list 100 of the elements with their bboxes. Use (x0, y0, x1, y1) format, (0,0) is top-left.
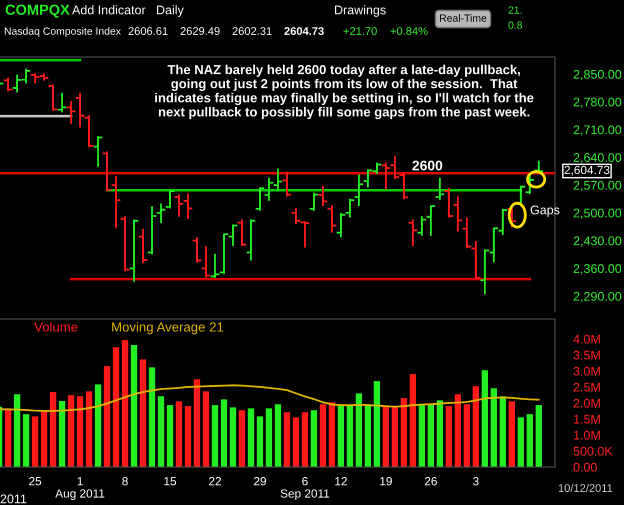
candlestick (238, 219, 246, 246)
bar (112, 347, 120, 467)
candlestick (76, 92, 84, 128)
x-tick-label: 25 (29, 477, 42, 486)
bar (166, 405, 174, 467)
text: +21.70 (344, 27, 377, 35)
candlestick (256, 186, 264, 211)
x-tick-label: 15 (164, 477, 176, 486)
candlestick (120, 216, 130, 272)
bar (220, 399, 228, 467)
candlestick (264, 177, 274, 202)
bar (490, 388, 497, 467)
bar (410, 374, 416, 467)
ref-line-label: 2600 (412, 160, 442, 170)
x-tick-label: 8 (122, 477, 128, 486)
bar (266, 408, 272, 467)
y-tick-label: 2,360.00 (574, 264, 622, 275)
candlestick (156, 203, 166, 224)
bar (4, 408, 12, 467)
x-tick-label: 26 (424, 477, 437, 486)
bar (482, 370, 488, 467)
candlestick (282, 172, 292, 197)
bar (454, 394, 461, 467)
bar (518, 417, 524, 467)
bar (374, 381, 380, 467)
bar (176, 401, 182, 467)
bar (428, 404, 434, 467)
bar (256, 416, 264, 467)
bar (508, 401, 515, 467)
chart-title: COMPQX (6, 4, 70, 18)
candlestick (228, 224, 238, 246)
candlestick (426, 205, 436, 236)
y-tick-label: 4.0M (573, 334, 600, 344)
bar (86, 391, 92, 467)
candlestick (436, 177, 444, 200)
x-tick-label: 1 Aug 2011 (55, 477, 104, 500)
y-tick-label: 3.5M (574, 350, 600, 360)
candlestick (454, 196, 462, 232)
bar (284, 412, 290, 467)
candlestick (66, 100, 76, 124)
candlestick (174, 194, 184, 217)
bar (274, 404, 282, 467)
bar (320, 404, 326, 467)
candlestick (390, 156, 400, 180)
bar (14, 394, 20, 467)
bar (328, 402, 336, 467)
candlestick (4, 78, 12, 92)
bar (94, 384, 102, 467)
candlestick (184, 193, 192, 220)
bar (346, 405, 354, 467)
bar (158, 396, 164, 467)
bar (50, 392, 56, 467)
bar (230, 407, 236, 467)
bar (536, 405, 542, 467)
bar (364, 404, 372, 467)
candlestick (318, 185, 328, 206)
text: Volume (34, 322, 78, 332)
bar (400, 398, 408, 467)
bar (464, 404, 470, 467)
y-tick-label: 3.0M (574, 366, 600, 376)
candlestick (444, 188, 454, 218)
candlestick (336, 212, 346, 238)
y-tick-label: 1.5M (574, 414, 600, 424)
candlestick (246, 219, 256, 261)
bar (526, 414, 533, 467)
bar (122, 340, 128, 467)
candlestick (346, 198, 354, 218)
candlestick (138, 228, 148, 264)
candlestick (130, 219, 138, 282)
candlestick (354, 174, 364, 206)
bar (202, 391, 210, 467)
y-tick-label: 2,430.00 (574, 236, 622, 247)
candlestick (382, 162, 390, 190)
bar (104, 366, 110, 467)
candlestick (408, 219, 418, 246)
candlestick (48, 84, 58, 112)
y-tick-label: 2,780.00 (574, 98, 622, 108)
bar (140, 359, 146, 467)
x-tick-label: 12 (335, 477, 347, 486)
bar (58, 401, 66, 467)
annotation: The NAZ barely held 2600 today after a late-day pullback, going out just 2 points from its low of the session. That indicates fatigue may finally be setting in, so I'll watch for the next pullback to possibly fill some gaps from the past week. (155, 64, 534, 120)
bar (356, 393, 362, 467)
candlestick (508, 206, 516, 228)
line-series (0, 384, 540, 412)
bar (76, 396, 84, 467)
y-tick-label: 2,710.00 (574, 125, 622, 136)
x-tick-label: 29 (254, 477, 266, 486)
x-tick-label: 3 (473, 477, 479, 486)
bar (194, 379, 200, 467)
text: 0.8 (508, 21, 522, 29)
candlestick (192, 236, 202, 263)
candlestick (210, 254, 220, 278)
candlestick (148, 206, 156, 255)
candlestick (112, 176, 120, 228)
y-tick-label: 2,500.00 (574, 208, 622, 219)
candlestick (102, 151, 112, 192)
bar (40, 412, 48, 467)
bar (436, 400, 444, 467)
text: 2011 (0, 494, 26, 504)
bar (22, 414, 30, 467)
